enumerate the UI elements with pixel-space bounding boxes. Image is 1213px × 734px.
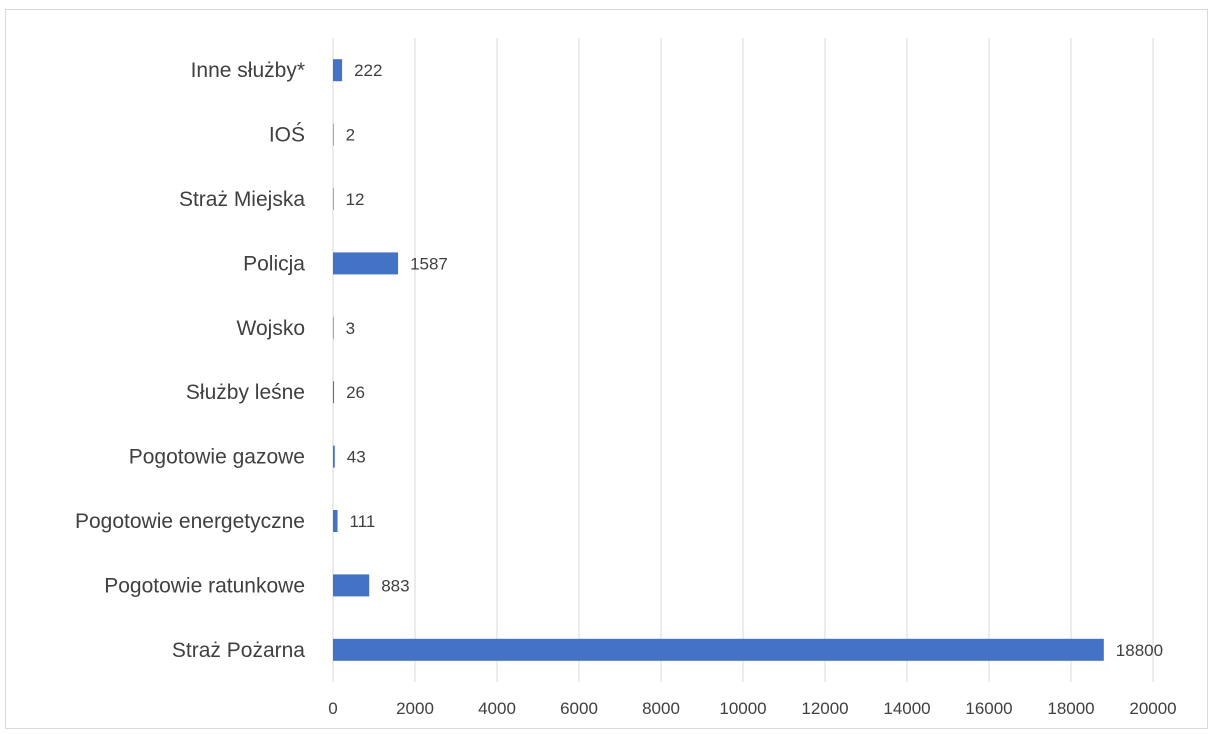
data-label: 26 <box>346 383 365 402</box>
bar <box>333 123 334 146</box>
bar <box>333 59 343 82</box>
category-label: IOŚ <box>269 123 305 147</box>
bar <box>333 252 399 275</box>
category-label: Pogotowie energetyczne <box>75 510 305 533</box>
x-tick-label: 18000 <box>1047 699 1094 718</box>
x-tick-labels: 0 2000 4000 6000 8000 10000 12000 14000 16000 180… <box>328 699 1176 718</box>
data-label: 18800 <box>1116 641 1163 660</box>
bar <box>333 188 334 210</box>
bar <box>333 316 334 339</box>
gridlines <box>332 38 1154 682</box>
category-label: Pogotowie ratunkowe <box>104 574 305 597</box>
x-tick-label: 4000 <box>478 699 516 718</box>
bars <box>333 59 1104 661</box>
category-label: Pogotowie gazowe <box>129 446 305 469</box>
data-label: 222 <box>354 61 382 80</box>
x-tick-label: 8000 <box>642 699 680 718</box>
bar <box>333 445 335 468</box>
bar <box>333 381 335 404</box>
x-tick-label: 6000 <box>560 699 598 718</box>
category-label: Straż Miejska <box>179 188 305 211</box>
x-tick-label: 14000 <box>883 699 930 718</box>
x-tick-label: 12000 <box>801 699 848 718</box>
category-label: Policja <box>243 252 305 275</box>
data-label: 2 <box>346 126 355 145</box>
x-tick-label: 2000 <box>396 699 434 718</box>
category-labels: Straż Pożarna Pogotowie ratunkowe Pogotowi… <box>75 59 305 662</box>
data-label: 12 <box>346 190 365 209</box>
bar <box>333 574 370 597</box>
chart-frame <box>5 9 1208 729</box>
bar <box>333 510 338 532</box>
data-label: 3 <box>346 319 355 338</box>
data-label: 1587 <box>410 254 448 273</box>
category-label: Wojsko <box>237 317 305 340</box>
category-label: Inne służby* <box>191 59 305 82</box>
data-label: 883 <box>381 576 409 595</box>
x-tick-label: 20000 <box>1129 699 1176 718</box>
category-label: Straż Pożarna <box>172 639 305 662</box>
data-label: 43 <box>347 448 366 467</box>
data-label: 111 <box>350 512 376 531</box>
category-label: Służby leśne <box>186 381 305 404</box>
bar <box>333 638 1104 661</box>
x-tick-label: 0 <box>328 699 337 718</box>
x-tick-label: 16000 <box>965 699 1012 718</box>
x-tick-label: 10000 <box>719 699 766 718</box>
